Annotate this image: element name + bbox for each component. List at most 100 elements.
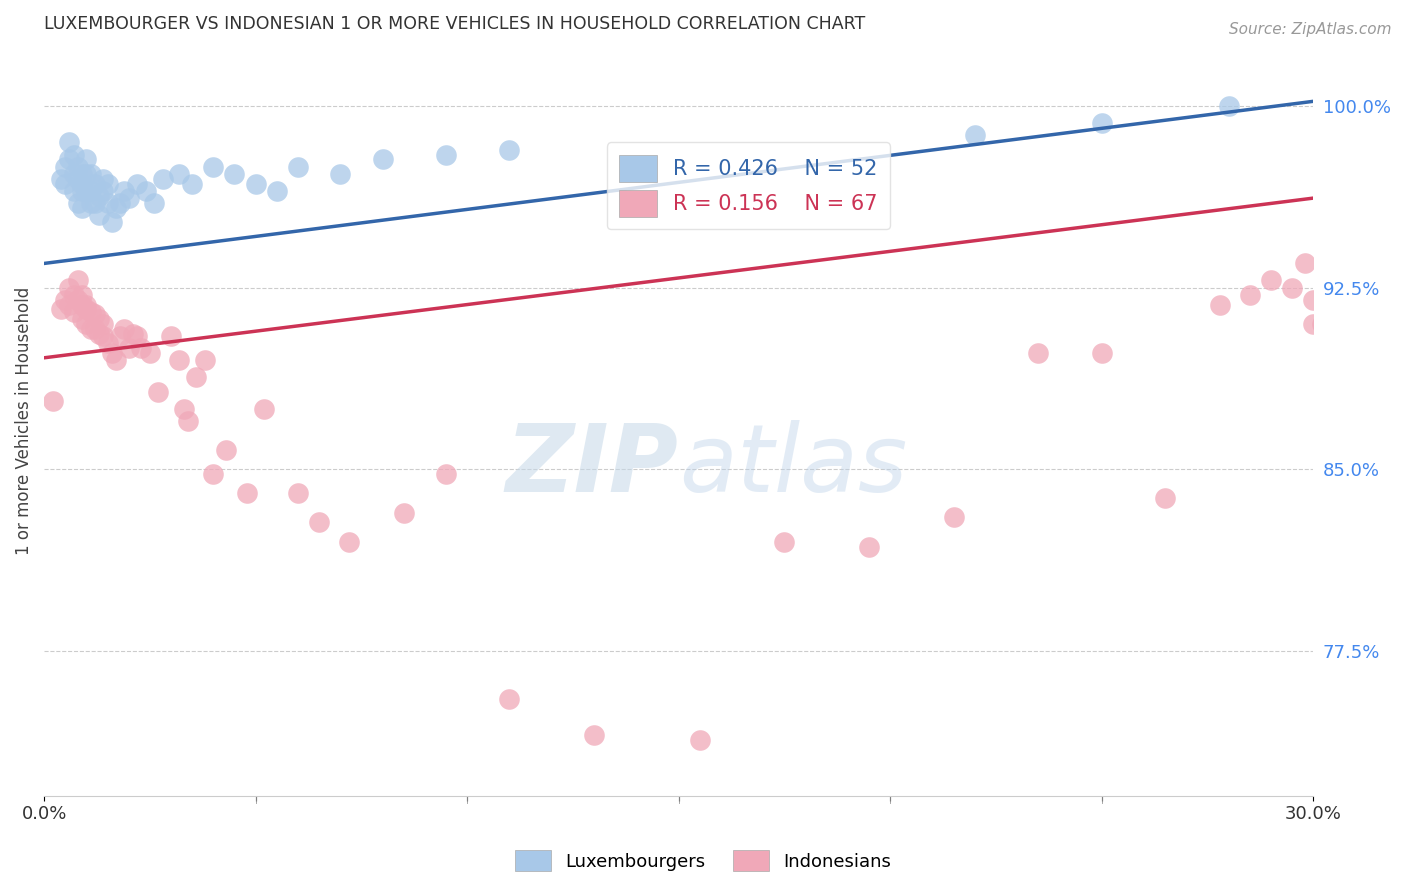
Text: atlas: atlas xyxy=(679,420,907,511)
Point xyxy=(127,329,149,343)
Point xyxy=(1323,103,1346,118)
Point xyxy=(169,167,191,181)
Point xyxy=(1294,256,1316,270)
Point xyxy=(308,516,330,530)
Point xyxy=(118,191,141,205)
Point xyxy=(83,177,105,191)
Point xyxy=(287,486,309,500)
Point xyxy=(70,312,93,326)
Point xyxy=(75,302,97,317)
Point xyxy=(70,297,93,311)
Point xyxy=(169,353,191,368)
Point xyxy=(118,341,141,355)
Point xyxy=(75,297,97,311)
Point xyxy=(58,280,80,294)
Point xyxy=(83,322,105,336)
Point xyxy=(101,346,124,360)
Point xyxy=(139,346,162,360)
Point xyxy=(105,201,128,215)
Point xyxy=(79,305,101,319)
Point xyxy=(79,196,101,211)
Point xyxy=(194,353,217,368)
Point xyxy=(1302,317,1324,331)
Point xyxy=(498,692,520,706)
Point xyxy=(53,160,76,174)
Point xyxy=(122,326,145,341)
Point xyxy=(53,293,76,307)
Y-axis label: 1 or more Vehicles in Household: 1 or more Vehicles in Household xyxy=(15,286,32,555)
Point xyxy=(858,540,880,554)
Point xyxy=(87,208,110,222)
Point xyxy=(91,171,114,186)
Point xyxy=(1239,288,1261,302)
Point xyxy=(41,394,63,409)
Text: Source: ZipAtlas.com: Source: ZipAtlas.com xyxy=(1229,22,1392,37)
Point xyxy=(62,288,84,302)
Point xyxy=(70,201,93,215)
Point xyxy=(773,534,796,549)
Point xyxy=(58,136,80,150)
Point xyxy=(1026,346,1049,360)
Point xyxy=(173,401,195,416)
Point xyxy=(110,196,132,211)
Point xyxy=(91,317,114,331)
Point xyxy=(215,442,238,457)
Point xyxy=(337,534,360,549)
Point xyxy=(135,184,157,198)
Point xyxy=(114,184,136,198)
Point xyxy=(202,160,225,174)
Point xyxy=(434,467,457,481)
Point xyxy=(83,307,105,321)
Point xyxy=(1154,491,1177,505)
Point xyxy=(583,728,606,742)
Point xyxy=(87,312,110,326)
Point xyxy=(224,167,246,181)
Point xyxy=(434,147,457,161)
Point xyxy=(177,414,200,428)
Point xyxy=(1302,293,1324,307)
Point xyxy=(91,329,114,343)
Point xyxy=(79,322,101,336)
Point xyxy=(942,510,965,524)
Point xyxy=(181,177,204,191)
Point xyxy=(66,273,89,287)
Point xyxy=(186,370,208,384)
Point xyxy=(79,184,101,198)
Point xyxy=(160,329,183,343)
Point xyxy=(87,326,110,341)
Legend: R = 0.426    N = 52, R = 0.156    N = 67: R = 0.426 N = 52, R = 0.156 N = 67 xyxy=(606,143,890,229)
Point xyxy=(371,153,394,167)
Point xyxy=(236,486,259,500)
Point xyxy=(963,128,986,143)
Point xyxy=(202,467,225,481)
Point xyxy=(83,196,105,211)
Point xyxy=(101,215,124,229)
Legend: Luxembourgers, Indonesians: Luxembourgers, Indonesians xyxy=(508,843,898,879)
Point xyxy=(70,167,93,181)
Point xyxy=(110,329,132,343)
Point xyxy=(131,341,153,355)
Point xyxy=(70,288,93,302)
Point xyxy=(127,177,149,191)
Point xyxy=(75,184,97,198)
Point xyxy=(1260,273,1282,287)
Point xyxy=(143,196,166,211)
Point xyxy=(66,160,89,174)
Point xyxy=(87,188,110,202)
Point xyxy=(392,506,415,520)
Point xyxy=(62,305,84,319)
Text: LUXEMBOURGER VS INDONESIAN 1 OR MORE VEHICLES IN HOUSEHOLD CORRELATION CHART: LUXEMBOURGER VS INDONESIAN 1 OR MORE VEH… xyxy=(44,15,865,33)
Point xyxy=(1281,280,1303,294)
Point xyxy=(97,336,120,351)
Point xyxy=(49,171,72,186)
Point xyxy=(53,177,76,191)
Point xyxy=(1209,297,1232,311)
Point xyxy=(62,167,84,181)
Point xyxy=(97,177,120,191)
Point xyxy=(287,160,309,174)
Point xyxy=(1091,116,1114,130)
Point xyxy=(75,167,97,181)
Point xyxy=(105,353,128,368)
Point xyxy=(152,171,174,186)
Point xyxy=(79,167,101,181)
